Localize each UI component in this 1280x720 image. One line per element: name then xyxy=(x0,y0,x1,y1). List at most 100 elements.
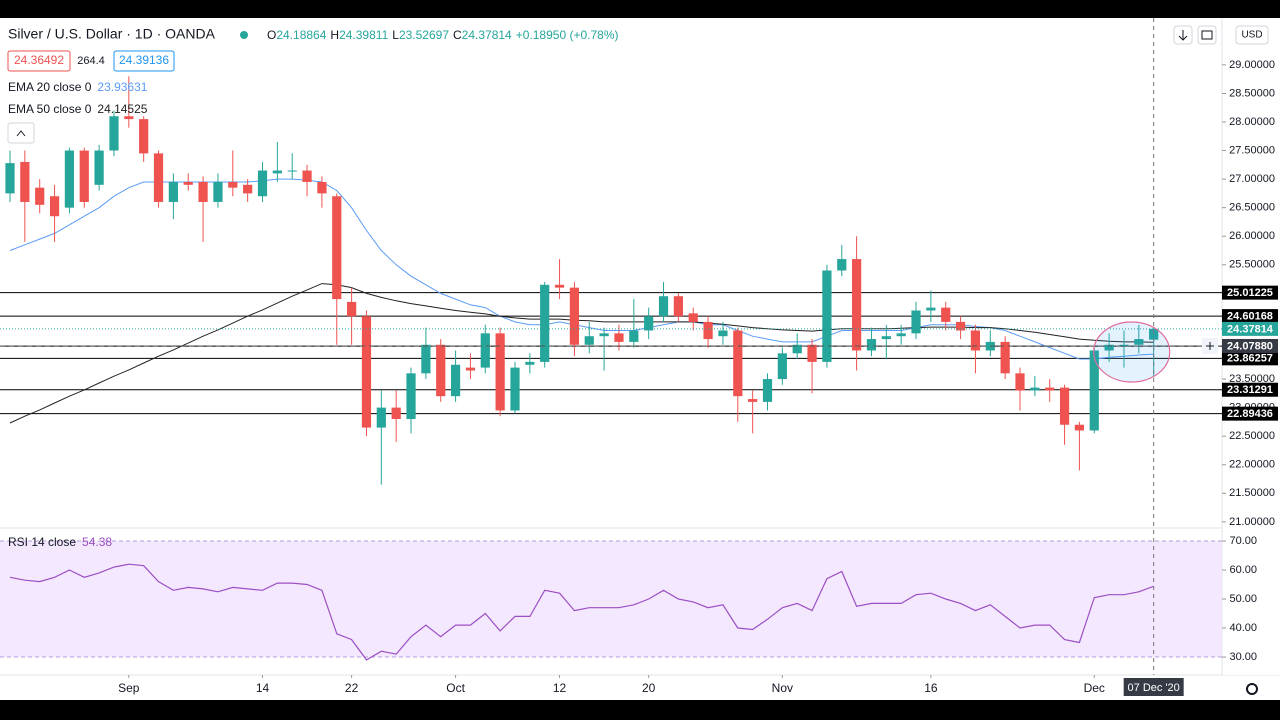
y-tick-label: 26.00000 xyxy=(1229,230,1275,242)
candle-body xyxy=(79,150,89,202)
candle-body xyxy=(332,196,342,300)
change: +0.18950 (+0.78%) xyxy=(516,28,619,42)
candle-body xyxy=(421,344,431,374)
y-tick-label: 27.50000 xyxy=(1229,144,1275,156)
indicator-value: 24.14525 xyxy=(97,102,147,116)
candle-body xyxy=(629,330,639,342)
y-tick-label: 26.50000 xyxy=(1229,202,1275,214)
candle-body xyxy=(302,170,312,182)
fullscreen-button[interactable] xyxy=(1197,25,1217,45)
price-tag xyxy=(1222,321,1278,336)
candle-body xyxy=(792,344,802,354)
rsi-band xyxy=(0,541,1222,658)
candle-body xyxy=(153,153,164,202)
price-tag xyxy=(1222,285,1278,300)
indicator-name: EMA 50 close 0 xyxy=(8,102,92,116)
price-tag xyxy=(1222,338,1278,353)
price-tag xyxy=(1222,309,1278,324)
candle-body xyxy=(777,353,787,380)
y-tick-label: 22.00000 xyxy=(1229,459,1275,471)
candle-body xyxy=(554,284,565,288)
candle-body xyxy=(495,333,505,411)
price-tag xyxy=(1222,351,1278,366)
rsi-y-tick-label: 30.00 xyxy=(1229,651,1257,663)
collapse-button[interactable] xyxy=(7,122,35,144)
candle-body xyxy=(1149,328,1159,340)
y-tick-label: 21.50000 xyxy=(1229,487,1275,499)
candle-body xyxy=(376,407,386,428)
currency: USD xyxy=(1241,30,1262,41)
candle-body xyxy=(1119,344,1129,346)
crosshair-date: 07 Dec '20 xyxy=(1128,682,1180,694)
x-tick-label: Dec xyxy=(1084,681,1105,695)
indicator-legend: EMA 20 close 0 23.93631 xyxy=(8,80,148,94)
candle-body xyxy=(614,333,624,342)
candle-body xyxy=(896,333,906,337)
candle-body xyxy=(748,399,758,402)
candle-body xyxy=(718,330,728,337)
candle-body xyxy=(183,181,193,185)
candle-body xyxy=(198,181,208,202)
candle-body xyxy=(1030,387,1040,391)
candle-body xyxy=(822,270,832,362)
rsi-y-tick-label: 70.00 xyxy=(1229,535,1257,547)
candle-body xyxy=(584,336,594,345)
candle-body xyxy=(257,170,268,197)
candle-body xyxy=(911,310,921,334)
settings-icon[interactable] xyxy=(1246,683,1258,695)
price-tag-label: 25.01225 xyxy=(1227,287,1273,299)
indicator-legend: EMA 50 close 0 24.14525 xyxy=(8,102,148,116)
download-icon xyxy=(1178,30,1188,41)
currency-button[interactable] xyxy=(1235,25,1269,45)
candle-body xyxy=(688,313,698,322)
price-tag-label: 24.37814 xyxy=(1227,323,1274,335)
candle-body xyxy=(569,287,580,345)
x-tick-label: Nov xyxy=(772,681,793,695)
y-tick-label: 28.00000 xyxy=(1229,116,1275,128)
ohlc-prefix: L xyxy=(392,28,399,42)
candle-body xyxy=(64,150,75,208)
candle-body xyxy=(5,163,15,194)
y-tick-label: 29.00000 xyxy=(1229,59,1275,71)
candle-body xyxy=(658,296,669,317)
candle-body xyxy=(703,321,713,340)
ohlc-value: 24.39811 xyxy=(339,28,388,42)
x-tick-label: Oct xyxy=(446,681,465,695)
candle-body xyxy=(866,339,877,351)
candle-body xyxy=(213,181,223,202)
candle-body xyxy=(1000,341,1010,374)
ohlc-prefix: H xyxy=(330,28,339,42)
y-tick-label: 27.00000 xyxy=(1229,173,1275,185)
candle-body xyxy=(1045,387,1055,391)
candle-body xyxy=(347,301,357,317)
price-tag-label: 23.31291 xyxy=(1227,384,1273,396)
candle-body xyxy=(272,170,282,174)
ohlc-legend: O24.18864 H24.39811 L23.52697 C24.37814 +0.1… xyxy=(267,28,618,42)
rsi-name: RSI 14 close xyxy=(8,535,76,549)
candle-body xyxy=(49,196,60,217)
ohlc-prefix: C xyxy=(453,28,462,42)
spread: 264.4 xyxy=(77,55,105,67)
candle-body xyxy=(599,333,609,337)
candle-body xyxy=(955,321,966,331)
price-tag xyxy=(1222,406,1278,421)
candle-body xyxy=(361,316,372,428)
y-tick-label: 23.50000 xyxy=(1229,373,1275,385)
candle-body xyxy=(807,344,817,362)
candle-body xyxy=(1134,339,1144,345)
symbol-title: Silver / U.S. Dollar · 1D · OANDA xyxy=(8,26,216,42)
candle-body xyxy=(450,364,461,397)
candle-body xyxy=(881,336,891,340)
candle-body xyxy=(941,307,951,322)
candle-body xyxy=(465,367,476,371)
candle-body xyxy=(540,284,550,362)
candle-body xyxy=(109,116,119,151)
candle-body xyxy=(762,379,773,402)
bid: 24.36492 xyxy=(14,53,64,67)
x-tick-label: 22 xyxy=(345,681,359,695)
x-tick-label: 12 xyxy=(553,681,567,695)
candle-body xyxy=(970,330,981,351)
rsi-legend: RSI 14 close 54.38 xyxy=(8,535,112,549)
price-tag-label: 23.86257 xyxy=(1227,353,1273,365)
